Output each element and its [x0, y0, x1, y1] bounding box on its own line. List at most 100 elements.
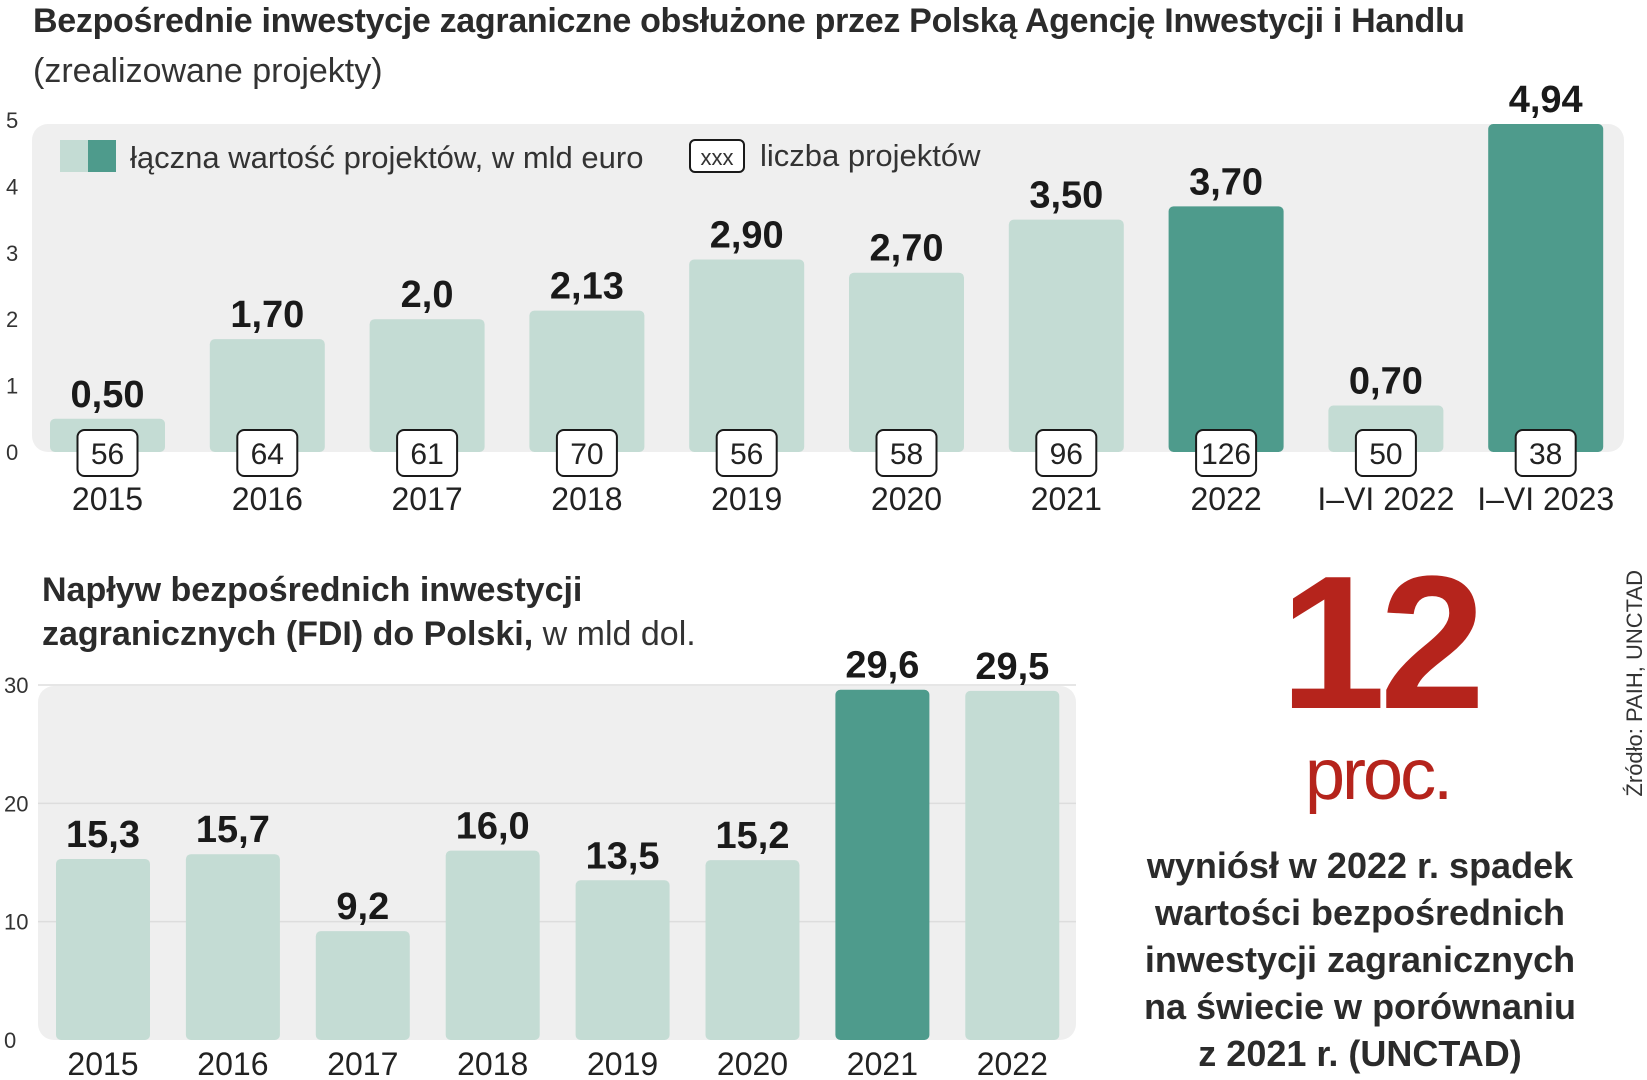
chart2-x-tick: 2020 [717, 1046, 788, 1080]
chart1-bar [529, 310, 645, 452]
chart1-count-label: 56 [91, 438, 124, 471]
chart1-x-tick: 2019 [711, 481, 782, 517]
chart1-value-label: 0,70 [1349, 361, 1423, 403]
chart1-x-tick: 2015 [72, 481, 143, 517]
chart2-bar [575, 880, 670, 1040]
callout-unit: proc. [1305, 735, 1453, 815]
chart1-bar [689, 259, 805, 452]
chart1-bar [209, 339, 325, 452]
chart1-x-tick: 2017 [392, 481, 463, 517]
chart1-title: Bezpośrednie inwestycje zagraniczne obsł… [33, 2, 1465, 40]
chart1-value-label: 2,0 [401, 274, 454, 316]
chart1-count-box [1354, 429, 1417, 477]
chart2-x-tick: 2022 [977, 1046, 1048, 1080]
chart2-value-label: 9,2 [336, 886, 389, 928]
chart1-count-box [396, 429, 459, 477]
chart1-value-label: 3,70 [1189, 161, 1263, 203]
chart2-value-label: 15,7 [196, 809, 270, 851]
chart2-bar [185, 854, 280, 1040]
chart2-x-tick: 2019 [587, 1046, 658, 1080]
chart1-x-tick: 2018 [551, 481, 622, 517]
chart2-x-tick: 2015 [67, 1046, 138, 1080]
chart1-bar [1488, 123, 1604, 452]
chart1-count-label: 61 [410, 438, 443, 471]
chart2-x-tick: 2016 [197, 1046, 268, 1080]
chart1-value-label: 3,50 [1029, 175, 1103, 217]
chart1-x-tick: 2022 [1191, 481, 1262, 517]
chart2-x-tick: 2017 [327, 1046, 398, 1080]
chart1-bar [849, 272, 964, 452]
chart1-count-box [875, 429, 938, 477]
chart2-title-line1: Napływ bezpośrednich inwestycji [42, 571, 583, 609]
chart2-value-label: 29,5 [975, 646, 1049, 688]
chart1-count-box [1195, 429, 1258, 477]
chart1-x-tick: I–VI 2022 [1317, 481, 1454, 517]
chart2-panel [38, 686, 1076, 1040]
chart1-count-label: 70 [570, 438, 603, 471]
chart1-x-tick: I–VI 2023 [1477, 481, 1614, 517]
chart1-count-label: 64 [251, 438, 284, 471]
chart1-x-tick: 2020 [871, 481, 942, 517]
chart1-subtitle: (zrealizowane projekty) [33, 52, 383, 90]
source-note: Źródło: PAIH, UNCTAD [1622, 570, 1647, 797]
chart2-y-tick: 10 [4, 910, 28, 935]
chart2-title: Napływ bezpośrednich inwestycji zagranic… [42, 568, 696, 656]
chart1-count-label: 38 [1529, 438, 1562, 471]
chart2-title-line2: zagranicznych (FDI) do Polski, w mld dol… [42, 612, 696, 656]
legend-count-box-text: xxx [701, 145, 734, 170]
chart1-value-label: 2,13 [550, 266, 624, 308]
chart2-x-tick: 2018 [457, 1046, 528, 1080]
chart1-count-box [1035, 429, 1098, 477]
chart1-count-box [715, 429, 778, 477]
chart1-y-tick: 3 [6, 241, 18, 266]
chart1-value-label: 0,50 [71, 374, 145, 416]
legend-swatch-dark [88, 140, 116, 172]
chart1-bar [1008, 219, 1124, 452]
callout-big-number: 12 [1280, 537, 1485, 749]
chart1-value-label: 1,70 [230, 294, 304, 336]
chart1-bar [1168, 206, 1284, 452]
callout-text: wyniósł w 2022 r. spadek wartości bezpoś… [1143, 845, 1577, 1074]
chart2-bar [56, 858, 150, 1040]
chart1-x-tick: 2021 [1031, 481, 1102, 517]
chart1-y-tick: 5 [6, 108, 18, 133]
chart1-y-tick: 0 [6, 440, 18, 465]
chart2-bar [835, 689, 930, 1040]
chart1-value-label: 2,90 [710, 214, 784, 256]
chart1-count-label: 126 [1201, 438, 1251, 471]
chart1-x-tick: 2016 [232, 481, 303, 517]
chart1-count-box [76, 429, 139, 477]
chart2-bar [965, 690, 1060, 1040]
chart2-y-tick: 30 [4, 673, 28, 698]
chart1-count-label: 56 [730, 438, 763, 471]
chart2-value-label: 15,2 [716, 815, 790, 857]
chart2-bar [445, 850, 540, 1040]
chart1-count-label: 96 [1050, 438, 1083, 471]
legend-count-label: liczba projektów [760, 138, 981, 173]
chart1-value-label: 2,70 [870, 228, 944, 270]
chart2-x-tick: 2021 [847, 1046, 918, 1080]
chart2-title-bold: zagranicznych (FDI) do Polski, [42, 615, 534, 653]
chart2-bar [705, 860, 800, 1040]
legend-value-label: łączna wartość projektów, w mld euro [130, 140, 643, 175]
chart1-count-box [236, 429, 299, 477]
chart1-y-tick: 1 [6, 374, 18, 399]
chart2-title-unit: w mld dol. [533, 615, 696, 653]
chart1-count-label: 50 [1369, 438, 1402, 471]
legend-swatch-light [60, 140, 88, 172]
chart2-y-tick: 0 [4, 1028, 16, 1053]
chart2-y-tick: 20 [4, 791, 28, 816]
chart1-value-label: 4,94 [1509, 79, 1583, 121]
chart1-count-box [555, 429, 618, 477]
legend-count-box [689, 139, 745, 173]
chart2-value-label: 29,6 [845, 645, 919, 687]
chart1-count-box [1514, 429, 1577, 477]
chart1-y-tick: 4 [6, 174, 18, 199]
chart2-bar [315, 931, 410, 1040]
chart2-value-label: 15,3 [66, 814, 140, 856]
chart1-bar [369, 319, 485, 452]
chart1-count-label: 58 [890, 438, 923, 471]
chart2-value-label: 16,0 [456, 806, 530, 848]
chart1-y-tick: 2 [6, 307, 18, 332]
